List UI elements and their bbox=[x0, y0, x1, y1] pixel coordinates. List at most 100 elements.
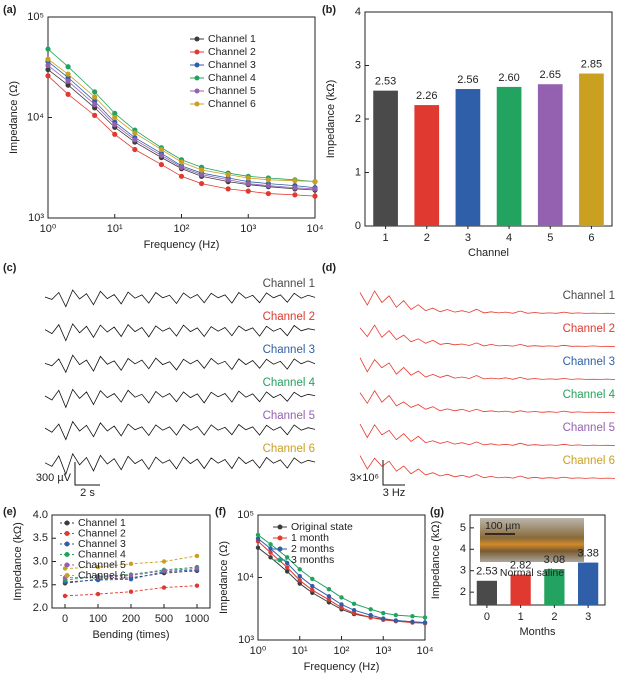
x-tick-label: 1000 bbox=[185, 613, 209, 625]
data-point bbox=[422, 615, 428, 620]
value-label: 3.38 bbox=[577, 547, 598, 559]
channel-label: Channel 1 bbox=[563, 290, 615, 302]
data-point bbox=[65, 78, 71, 84]
legend-marker bbox=[194, 101, 200, 107]
x-tick-label: 10⁴ bbox=[417, 645, 434, 657]
y-tick-label: 0 bbox=[355, 220, 361, 232]
bar bbox=[578, 562, 599, 605]
y-axis-label: Impedance (Ω) bbox=[8, 81, 20, 154]
value-label: 2.85 bbox=[581, 58, 602, 70]
data-point bbox=[284, 560, 290, 566]
plot-frame bbox=[47, 16, 316, 219]
data-point bbox=[194, 566, 200, 571]
y-tick-label: 10³ bbox=[238, 634, 254, 646]
signal-trace bbox=[359, 389, 616, 414]
x-axis-label: Bending (times) bbox=[92, 629, 169, 641]
legend-marker bbox=[64, 520, 70, 526]
data-point bbox=[268, 550, 273, 555]
bar bbox=[414, 105, 440, 226]
x-tick-label: 6 bbox=[588, 232, 594, 244]
channel-label: Channel 6 bbox=[563, 455, 615, 467]
y-tick-label: 2 bbox=[355, 113, 361, 125]
data-point bbox=[128, 576, 134, 582]
data-point bbox=[178, 164, 185, 170]
data-point bbox=[255, 532, 261, 538]
legend-label: 2 months bbox=[291, 543, 334, 555]
x-tick-label: 200 bbox=[122, 613, 140, 625]
legend-label: Channel 5 bbox=[208, 85, 256, 97]
channel-label: Channel 3 bbox=[563, 356, 615, 368]
x-tick-label: 10⁰ bbox=[250, 645, 267, 657]
legend-label: 1 month bbox=[291, 532, 329, 544]
panel-label: (f) bbox=[215, 506, 226, 518]
data-point bbox=[284, 555, 290, 560]
data-point bbox=[284, 565, 290, 570]
x-tick-label: 2 bbox=[551, 611, 557, 623]
x-tick-label: 10² bbox=[334, 645, 350, 657]
data-point bbox=[265, 177, 271, 183]
data-point bbox=[326, 586, 332, 592]
x-axis-label: Frequency (Hz) bbox=[144, 239, 220, 251]
x-tick-label: 10³ bbox=[240, 223, 256, 235]
channel-label: Channel 4 bbox=[263, 377, 316, 389]
x-tick-label: 10⁴ bbox=[307, 223, 324, 235]
legend-label: Channel 2 bbox=[208, 46, 256, 58]
value-label: 2.65 bbox=[540, 69, 561, 81]
data-point bbox=[284, 569, 290, 574]
panel-label: (e) bbox=[3, 506, 17, 518]
data-point bbox=[339, 605, 344, 610]
data-point bbox=[351, 607, 357, 613]
panel-label: (b) bbox=[322, 4, 336, 16]
data-point bbox=[245, 175, 251, 181]
signal-trace bbox=[359, 423, 616, 447]
channel-label: Channel 2 bbox=[263, 311, 315, 323]
x-tick-label: 0 bbox=[484, 611, 490, 623]
series-line bbox=[47, 69, 316, 191]
data-point bbox=[158, 161, 165, 168]
legend-label: Channel 4 bbox=[208, 72, 256, 84]
signal-trace bbox=[359, 290, 616, 314]
legend-marker bbox=[277, 546, 283, 552]
channel-label: Channel 4 bbox=[563, 389, 616, 401]
data-point bbox=[292, 178, 298, 184]
x-tick-label: 10⁰ bbox=[40, 223, 57, 235]
data-point bbox=[65, 71, 71, 77]
panel-label: (g) bbox=[430, 506, 444, 518]
channel-label: Channel 2 bbox=[563, 323, 615, 335]
y-tick-label: 3 bbox=[460, 565, 466, 577]
signal-trace bbox=[359, 357, 616, 380]
signal-trace bbox=[359, 324, 616, 347]
data-point bbox=[310, 576, 315, 582]
legend-label: Channel 3 bbox=[78, 538, 126, 550]
legend-marker bbox=[64, 573, 70, 578]
bar bbox=[455, 89, 481, 226]
data-point bbox=[45, 46, 51, 52]
data-point bbox=[128, 589, 134, 594]
x-tick-label: 3 bbox=[465, 232, 471, 244]
y-tick-label: 3.0 bbox=[33, 555, 48, 567]
y-tick-label: 10⁴ bbox=[27, 111, 44, 123]
legend-label: Channel 4 bbox=[78, 548, 126, 560]
x-tick-label: 3 bbox=[585, 611, 591, 623]
data-point bbox=[161, 568, 167, 573]
channel-label: Channel 1 bbox=[263, 278, 315, 290]
data-point bbox=[268, 546, 273, 551]
scale-bar-y-label: 300 µV bbox=[36, 472, 72, 484]
x-tick-label: 10¹ bbox=[107, 223, 123, 235]
data-point bbox=[92, 112, 98, 118]
data-point bbox=[161, 559, 167, 564]
data-point bbox=[112, 110, 118, 116]
channel-label: Channel 5 bbox=[263, 410, 315, 422]
data-point bbox=[297, 567, 302, 572]
data-point bbox=[178, 159, 185, 165]
data-point bbox=[351, 601, 357, 606]
data-point bbox=[255, 545, 261, 550]
inset-photo bbox=[480, 518, 584, 562]
value-label: 2.53 bbox=[476, 566, 497, 578]
x-tick-label: 10¹ bbox=[292, 645, 308, 657]
y-axis-label: Impedance (kΩ) bbox=[325, 80, 337, 159]
data-point bbox=[198, 167, 205, 173]
data-point bbox=[92, 101, 98, 108]
scale-bar-y-label: 3×10⁶ bbox=[350, 472, 379, 484]
y-axis-label: Impedance (kΩ) bbox=[12, 522, 24, 601]
